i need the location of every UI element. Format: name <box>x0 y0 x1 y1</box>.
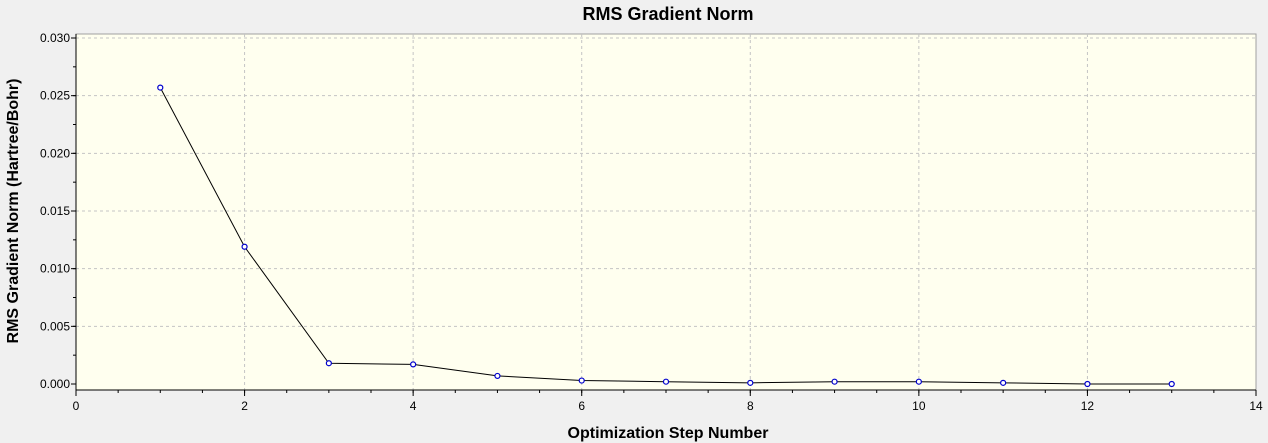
y-tick-label: 0.005 <box>40 319 70 333</box>
y-tick-label: 0.015 <box>40 204 70 218</box>
x-tick-label: 2 <box>241 399 248 413</box>
x-tick-label: 8 <box>747 399 754 413</box>
data-point <box>1000 379 1007 386</box>
data-point <box>325 360 332 367</box>
data-point <box>915 378 922 385</box>
data-point <box>831 378 838 385</box>
x-tick-label: 12 <box>1081 399 1095 413</box>
chart-title: RMS Gradient Norm <box>582 4 753 24</box>
data-point <box>747 379 754 386</box>
axes <box>71 34 1257 396</box>
x-tick-label: 6 <box>578 399 585 413</box>
data-point <box>241 243 248 250</box>
x-tick-label: 14 <box>1249 399 1263 413</box>
x-axis-label: Optimization Step Number <box>568 425 769 442</box>
data-point <box>1084 380 1091 388</box>
data-point <box>662 378 670 385</box>
tick-labels: 0.000 0.005 0.010 0.015 0.020 0.025 0.030 0 2 4 6 8… <box>40 31 1263 413</box>
y-tick-label: 0.025 <box>40 89 70 103</box>
x-tick-label: 4 <box>410 399 417 413</box>
y-tick-label: 0.000 <box>40 377 70 391</box>
data-point <box>1168 380 1175 388</box>
data-point <box>578 377 585 384</box>
y-tick-label: 0.010 <box>40 262 70 276</box>
data-series <box>157 84 1175 388</box>
data-point <box>494 372 501 380</box>
grid-lines <box>76 34 1256 390</box>
y-tick-label: 0.030 <box>40 31 70 45</box>
x-tick-label: 10 <box>912 399 926 413</box>
x-tick-label: 0 <box>73 399 80 413</box>
plot-area <box>75 33 1257 391</box>
y-axis-label: RMS Gradient Norm (Hartree/Bohr) <box>5 79 22 344</box>
data-point <box>410 361 417 368</box>
y-tick-label: 0.020 <box>40 146 70 160</box>
data-point <box>157 84 164 91</box>
